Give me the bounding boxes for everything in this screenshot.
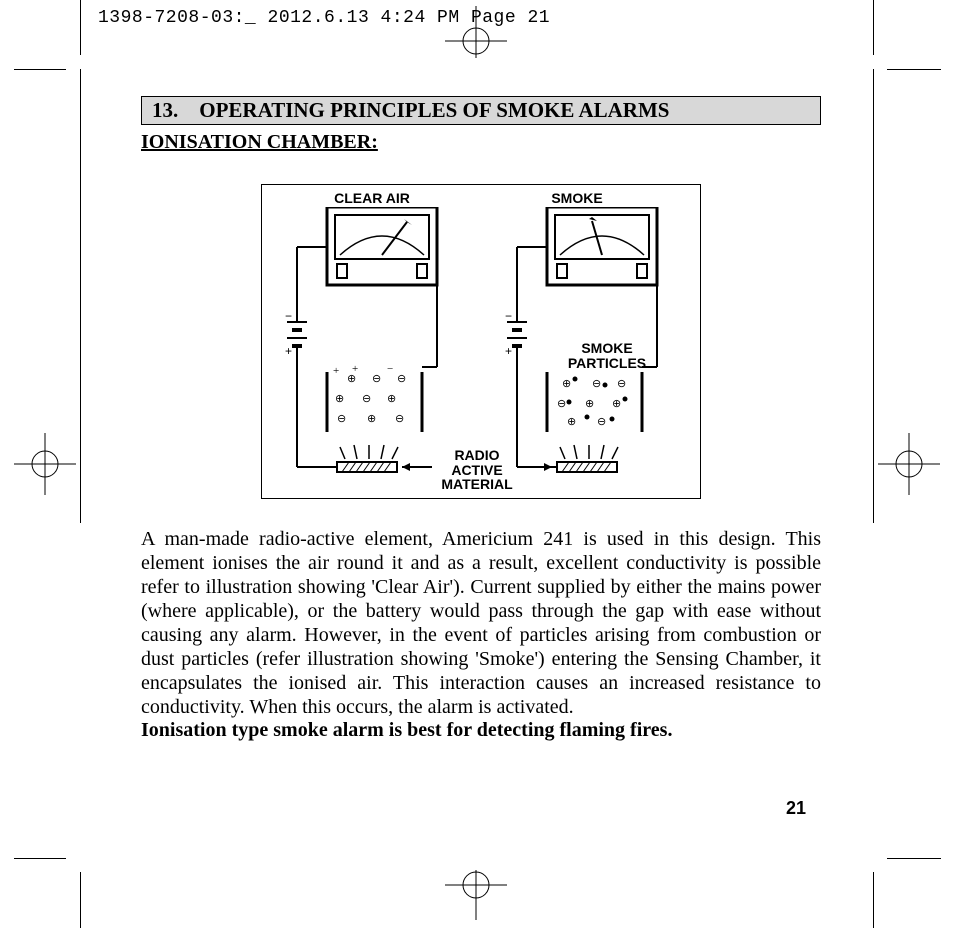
svg-text:⊖: ⊖ [372,373,381,385]
crop-mark-icon [887,858,941,859]
section-number: 13. [152,98,178,122]
registration-mark-icon [878,433,940,495]
body-bold-line: Ionisation type smoke alarm is best for … [141,719,821,742]
ionisation-diagram: CLEAR AIR SMOKE SMOKE PARTICLES RADIO AC… [261,184,701,499]
svg-text:⊖: ⊖ [395,413,404,425]
svg-text:⊖: ⊖ [397,373,406,385]
diagram-label-clear-air: CLEAR AIR [322,191,422,206]
svg-text:+: + [505,344,512,358]
svg-text:⊖: ⊖ [617,378,626,390]
crop-mark-icon [80,0,81,55]
svg-text:−: − [387,363,393,375]
svg-text:⊕: ⊕ [585,398,594,410]
svg-text:⊖: ⊖ [362,393,371,405]
svg-text:⊕: ⊕ [387,393,396,405]
svg-text:⊕: ⊕ [562,378,571,390]
page-number: 21 [786,798,806,819]
svg-text:⊕: ⊕ [335,393,344,405]
subheading: IONISATION CHAMBER: [141,131,821,154]
crop-mark-icon [873,0,874,55]
clear-air-circuit-icon: − + ⊕⊖⊖ ⊕⊖⊕ ⊖⊕⊖ [277,207,457,497]
crop-mark-icon [14,69,66,70]
svg-text:⊕: ⊕ [367,413,376,425]
crop-mark-icon [887,69,941,70]
body-paragraph: A man-made radio-active element, Americi… [141,527,821,719]
svg-text:+: + [352,363,358,375]
diagram-label-smoke: SMOKE [542,191,612,206]
crop-mark-icon [80,872,81,928]
svg-text:+: + [285,344,292,358]
svg-text:⊕: ⊕ [567,416,576,428]
crop-mark-icon [873,872,874,928]
svg-text:⊖: ⊖ [597,416,606,428]
svg-text:⊖: ⊖ [592,378,601,390]
svg-text:+: + [333,365,339,377]
smoke-circuit-icon: − + ⊕⊖⊖ ⊖⊕⊕ ⊕⊖ [497,207,677,497]
section-heading: 13. OPERATING PRINCIPLES OF SMOKE ALARMS [141,96,821,125]
page-content: 13. OPERATING PRINCIPLES OF SMOKE ALARMS… [141,96,821,742]
svg-text:−: − [505,309,512,323]
registration-mark-icon [445,870,507,920]
frame-line [80,69,81,523]
svg-text:⊖: ⊖ [337,413,346,425]
svg-text:⊕: ⊕ [612,398,621,410]
svg-text:−: − [285,309,292,323]
registration-mark-icon [14,433,76,495]
registration-mark-icon [445,6,507,58]
crop-mark-icon [14,858,66,859]
svg-text:⊖: ⊖ [557,398,566,410]
frame-line [873,69,874,523]
section-title-text: OPERATING PRINCIPLES OF SMOKE ALARMS [199,98,669,122]
